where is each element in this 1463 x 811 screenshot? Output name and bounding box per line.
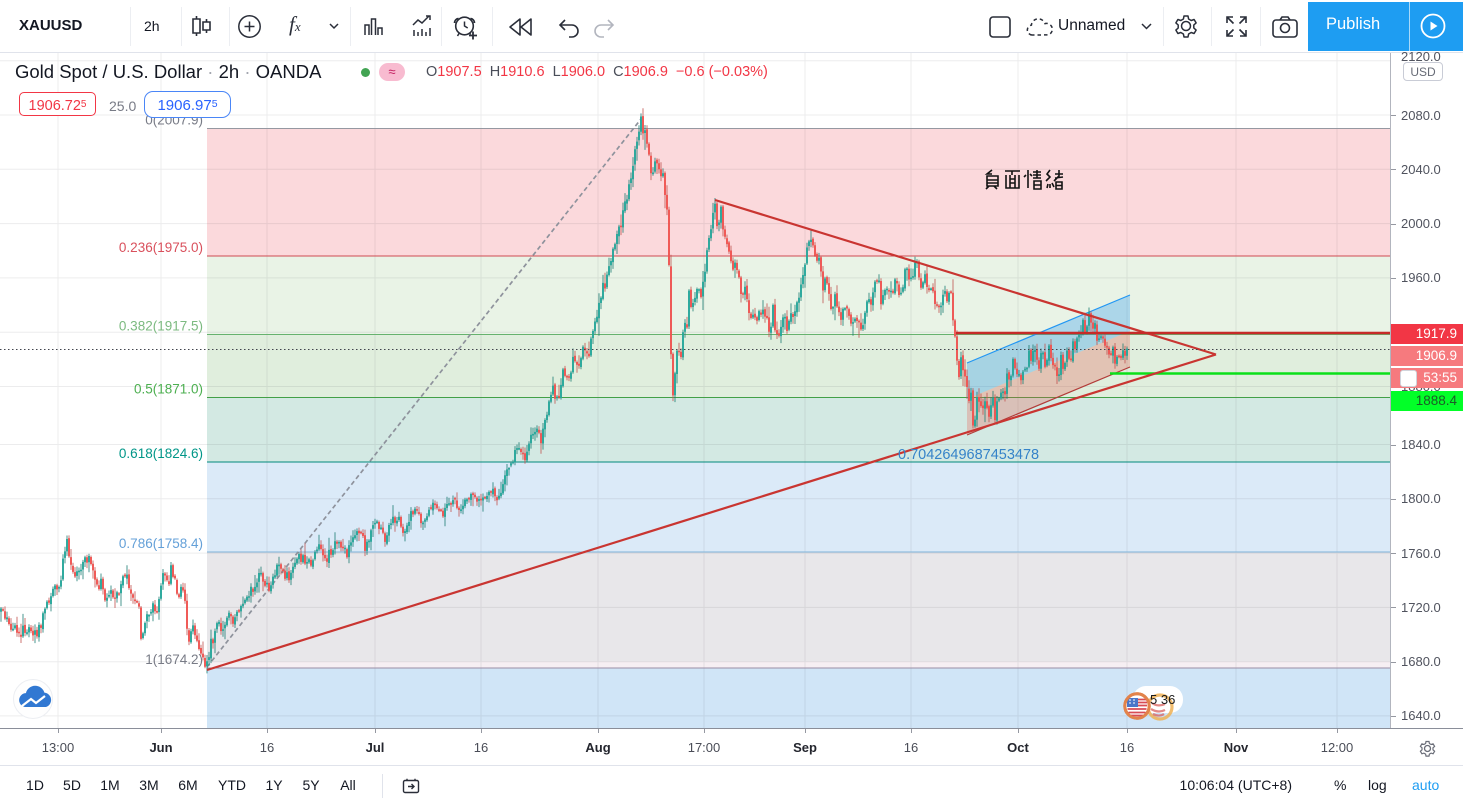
svg-text:0.382(1917.5): 0.382(1917.5) (119, 319, 203, 334)
svg-text:0.786(1758.4): 0.786(1758.4) (119, 536, 203, 551)
svg-text:1(1674.2): 1(1674.2) (145, 652, 203, 667)
svg-text:0.5(1871.0): 0.5(1871.0) (134, 382, 203, 397)
svg-text:0.7042649687453478: 0.7042649687453478 (898, 447, 1039, 463)
svg-text:0.618(1824.6): 0.618(1824.6) (119, 446, 203, 461)
svg-text:0.236(1975.0): 0.236(1975.0) (119, 240, 203, 255)
svg-text:5 36: 5 36 (1150, 692, 1175, 707)
